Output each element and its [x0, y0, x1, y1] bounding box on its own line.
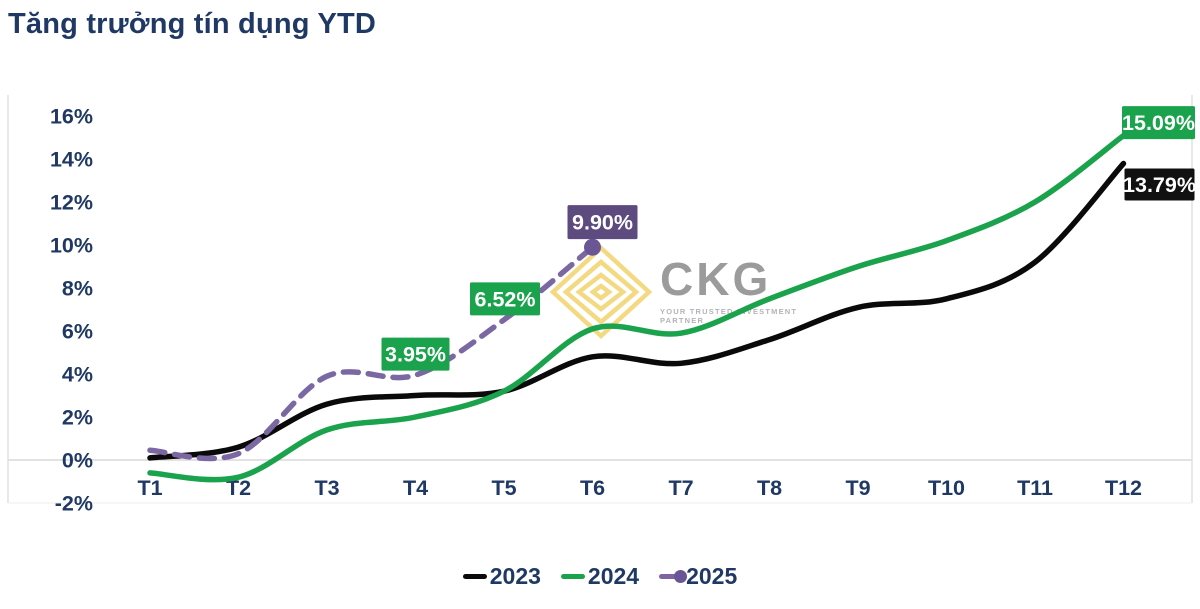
x-axis-tick-label: T4: [403, 476, 428, 500]
x-axis-tick-label: T3: [314, 476, 339, 500]
series-line-2025: [147, 244, 596, 462]
watermark-tagline: YOUR TRUSTED INVESTMENT PARTNER: [660, 307, 798, 325]
y-axis-tick-label: 8%: [62, 277, 93, 301]
x-axis-tick-label: T6: [580, 476, 605, 500]
callout-label-3.95%: 3.95%: [385, 343, 446, 367]
y-axis-tick-label: 12%: [50, 191, 93, 215]
y-axis-tick-label: 16%: [50, 105, 93, 129]
legend-label-2023: 2023: [489, 563, 541, 589]
x-axis-tick-label: T8: [757, 476, 782, 500]
ckg-watermark: CKG YOUR TRUSTED INVESTMENT PARTNER: [548, 245, 798, 350]
legend-label-2024: 2024: [587, 563, 640, 589]
y-axis-tick-label: 10%: [50, 234, 93, 258]
callout-box-3.95%: [381, 337, 450, 371]
callout-box-15.09%: [1122, 106, 1195, 140]
callout-label-9.90%: 9.90%: [572, 211, 633, 235]
x-axis-tick-label: T12: [1105, 476, 1142, 500]
series-line-2023: [147, 160, 1127, 461]
x-axis-tick-label: T11: [1017, 476, 1053, 500]
x-axis-tick-label: T1: [137, 476, 162, 500]
callout-box-6.52%: [470, 282, 540, 316]
legend-dot-2025: [674, 570, 688, 583]
legend-swatch-2023: [462, 574, 487, 579]
legend-item-2023: 2023: [462, 563, 541, 590]
y-axis-tick-label: 6%: [62, 320, 93, 344]
y-axis-tick-label: 2%: [62, 406, 93, 430]
y-axis-tick-label: 14%: [50, 148, 93, 172]
chart-title: Tăng trưởng tín dụng YTD: [8, 8, 377, 40]
callout-label-15.09%: 15.09%: [1122, 111, 1195, 135]
x-axis-tick-label: T10: [928, 476, 965, 500]
x-axis-tick-label: T7: [668, 476, 693, 500]
callout-box-9.90%: [567, 205, 638, 240]
callout-box-13.79%: [1124, 168, 1195, 201]
series-line-2024: [147, 132, 1127, 483]
legend-label-2025: 2025: [686, 563, 738, 589]
x-axis-tick-label: T5: [491, 476, 516, 500]
y-axis-tick-label: 0%: [62, 449, 93, 473]
legend-item-2024: 2024: [560, 563, 640, 590]
legend-item-2025: 2025: [659, 563, 737, 590]
y-axis-tick-label: -2%: [55, 492, 93, 516]
legend-swatch-2025: [659, 570, 688, 583]
x-axis-tick-label: T9: [845, 476, 870, 500]
y-axis-tick-label: 4%: [62, 363, 93, 387]
chart-legend: 2023 2024 2025: [0, 563, 1200, 590]
ckg-logo-icon: [549, 245, 653, 340]
callout-label-6.52%: 6.52%: [475, 287, 536, 311]
legend-swatch-2024: [560, 574, 585, 579]
chart-plot-area: 16%14%12%10%8%6%4%2%0%-2%T1 T2 T3 T4 T5 T6 T7 T…: [7, 95, 1196, 516]
series-2025-end-marker: [584, 238, 601, 256]
watermark-name: CKG: [660, 253, 772, 305]
callout-label-13.79%: 13.79%: [1123, 173, 1196, 197]
